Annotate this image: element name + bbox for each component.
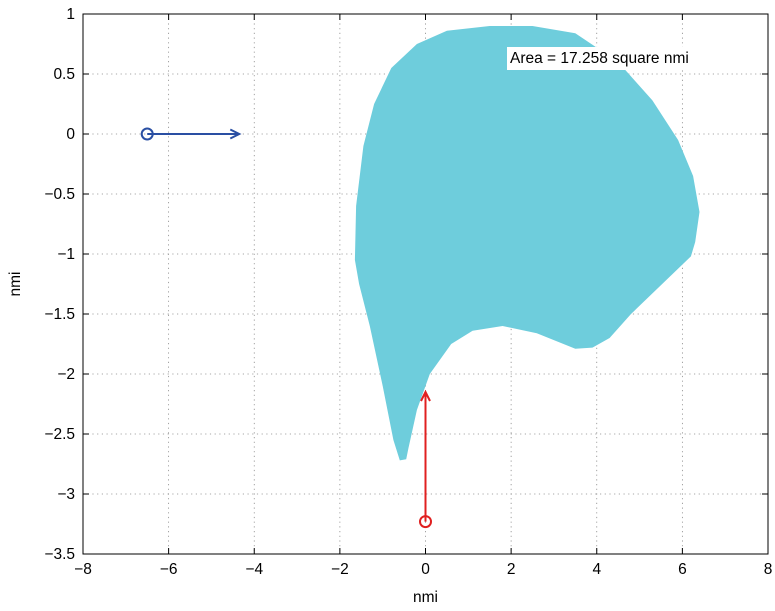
y-tick-label: 0 — [66, 126, 75, 143]
x-tick-label: 4 — [592, 561, 601, 578]
y-tick-label: −1.5 — [44, 306, 75, 323]
x-tick-label: 2 — [507, 561, 516, 578]
start-marker — [140, 127, 154, 141]
arrow-head — [420, 389, 431, 402]
y-tick-label: 0.5 — [53, 66, 75, 83]
x-tick-label: 8 — [764, 561, 773, 578]
x-tick-label: 0 — [421, 561, 430, 578]
area-annotation: Area = 17.258 square nmi — [510, 50, 689, 67]
reachable-region — [354, 26, 700, 461]
x-tick-label: −8 — [74, 561, 92, 578]
x-tick-label: −2 — [331, 561, 349, 578]
y-tick-label: −2.5 — [44, 426, 75, 443]
y-tick-label: −3 — [57, 486, 75, 503]
arrow-head — [229, 128, 242, 140]
y-tick-label: −1 — [57, 246, 75, 263]
series-layer — [140, 127, 432, 529]
start-marker — [419, 515, 432, 529]
x-tick-label: 6 — [678, 561, 687, 578]
y-tick-label: 1 — [66, 6, 75, 23]
vector-series-0 — [140, 127, 242, 141]
x-axis-label: nmi — [413, 589, 438, 606]
y-tick-label: −2 — [57, 366, 75, 383]
y-tick-label: −0.5 — [44, 186, 75, 203]
annotation-box — [507, 47, 692, 70]
reachable-region-layer — [354, 26, 700, 461]
axis-ticks: −8 −6 −4 −2 0 2 4 6 8 −3.5 −3 −2.5 −2 −1.5 −1 −0.5 0 0.5 1 — [44, 6, 772, 578]
y-axis-label: nmi — [7, 272, 24, 297]
vector-series-1 — [419, 389, 432, 529]
x-tick-label: −4 — [245, 561, 263, 578]
y-tick-label: −3.5 — [44, 546, 75, 563]
annotation-layer: Area = 17.258 square nmi — [507, 47, 692, 70]
x-tick-label: −6 — [160, 561, 178, 578]
